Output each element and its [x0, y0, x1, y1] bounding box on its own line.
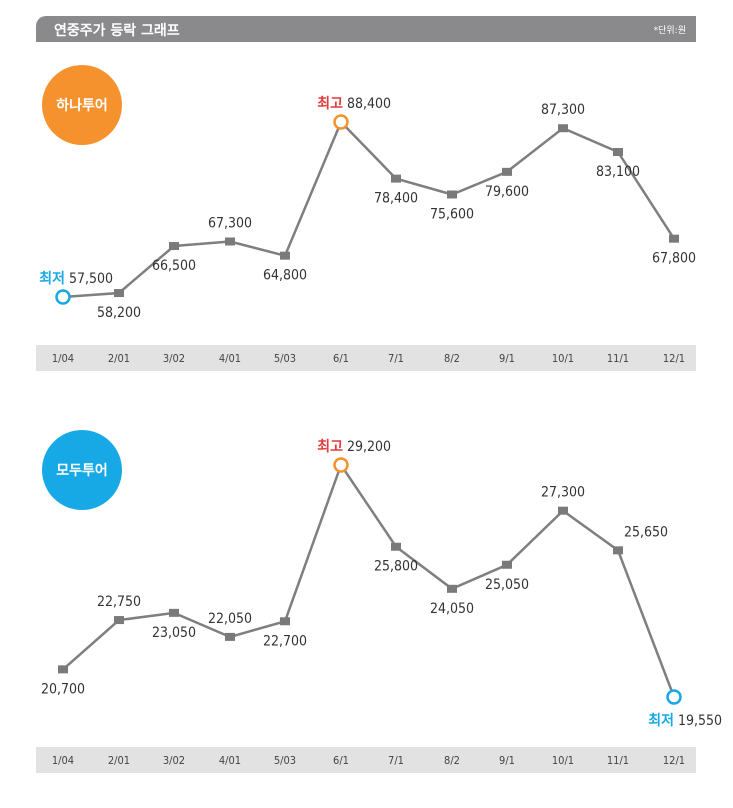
x-tick-label: 9/1 [499, 352, 515, 365]
extreme-marker [333, 457, 349, 473]
data-point [169, 608, 179, 617]
x-tick-label: 6/1 [333, 754, 349, 767]
data-label: 67,800 [652, 251, 696, 267]
x-tick-label: 3/02 [163, 352, 185, 365]
data-label: 88,400 [347, 96, 391, 112]
data-point [391, 542, 401, 551]
data-label: 23,050 [152, 625, 196, 641]
data-label: 57,500 [69, 271, 113, 287]
chart-panel-2: 모두투어 1/04 2/01 3/02 4/01 5/03 6/1 7/1 8/2 9/1 10/1… [36, 430, 722, 773]
extreme-marker [55, 289, 71, 305]
x-tick-label: 2/01 [108, 352, 130, 365]
low-tag: 최저 [39, 271, 65, 287]
data-point [114, 289, 124, 298]
data-label: 22,700 [263, 633, 307, 649]
data-point [225, 632, 235, 641]
data-point [447, 190, 457, 199]
data-point [280, 251, 290, 260]
data-label: 66,500 [152, 258, 196, 274]
extreme-marker [333, 114, 349, 130]
unit-note: *단위:원 [653, 26, 686, 36]
x-tick-label: 2/01 [108, 754, 130, 767]
data-label: 29,200 [347, 439, 391, 455]
data-point [502, 167, 512, 176]
data-label: 79,600 [485, 184, 529, 200]
x-tick-label: 12/1 [663, 352, 685, 365]
company-name: 모두투어 [56, 462, 108, 479]
high-tag: 최고 [317, 439, 343, 455]
x-tick-label: 5/03 [274, 352, 296, 365]
data-point [447, 584, 457, 593]
x-tick-label: 1/04 [52, 754, 74, 767]
data-point [280, 617, 290, 626]
data-point [225, 237, 235, 246]
data-label: 22,050 [208, 611, 252, 627]
company-badge [42, 65, 122, 145]
data-point [558, 506, 568, 515]
data-label: 75,600 [430, 206, 474, 222]
data-point [558, 124, 568, 133]
data-point [58, 665, 68, 674]
data-label: 20,700 [41, 681, 85, 697]
x-tick-label: 1/04 [52, 352, 74, 365]
low-tag: 최저 [648, 713, 674, 729]
data-point [669, 234, 679, 243]
data-label: 83,100 [596, 164, 640, 180]
x-tick-label: 10/1 [552, 754, 574, 767]
data-label: 87,300 [541, 102, 585, 118]
x-tick-label: 4/01 [219, 352, 241, 365]
data-point [169, 242, 179, 251]
chart-header: 연중주가 등락 그래프 *단위:원 [36, 16, 696, 42]
x-axis-band [36, 345, 696, 371]
x-tick-label: 12/1 [663, 754, 685, 767]
x-tick-label: 4/01 [219, 754, 241, 767]
x-tick-label: 3/02 [163, 754, 185, 767]
x-tick-label: 11/1 [607, 754, 629, 767]
data-label: 22,750 [97, 594, 141, 610]
x-tick-label: 8/2 [444, 352, 460, 365]
x-tick-label: 6/1 [333, 352, 349, 365]
series-line [62, 462, 676, 698]
company-name: 하나투어 [56, 97, 108, 114]
extreme-marker [666, 689, 682, 705]
x-axis-band [36, 747, 696, 773]
series-line [62, 119, 676, 299]
data-point [114, 616, 124, 625]
header-title: 연중주가 등락 그래프 [54, 23, 180, 39]
high-tag: 최고 [317, 96, 343, 112]
data-label: 19,550 [678, 713, 722, 729]
x-tick-label: 11/1 [607, 352, 629, 365]
x-tick-label: 7/1 [388, 352, 404, 365]
data-label: 24,050 [430, 601, 474, 617]
data-label: 25,050 [485, 577, 529, 593]
x-tick-label: 5/03 [274, 754, 296, 767]
data-label: 27,300 [541, 485, 585, 501]
data-label: 58,200 [97, 305, 141, 321]
company-badge [42, 430, 122, 510]
x-tick-label: 9/1 [499, 754, 515, 767]
x-tick-label: 7/1 [388, 754, 404, 767]
data-point [613, 148, 623, 157]
data-label: 78,400 [374, 191, 418, 207]
chart-panel-1: 하나투어 1/04 2/01 3/02 4/01 5/03 6/1 7/1 8/2 9/1 10/1… [36, 65, 696, 371]
data-label: 64,800 [263, 268, 307, 284]
x-tick-label: 10/1 [552, 352, 574, 365]
data-point [613, 546, 623, 555]
data-point [391, 174, 401, 183]
data-label: 67,300 [208, 215, 252, 231]
x-tick-label: 8/2 [444, 754, 460, 767]
data-point [502, 560, 512, 569]
data-label: 25,650 [624, 524, 668, 540]
data-label: 25,800 [374, 559, 418, 575]
